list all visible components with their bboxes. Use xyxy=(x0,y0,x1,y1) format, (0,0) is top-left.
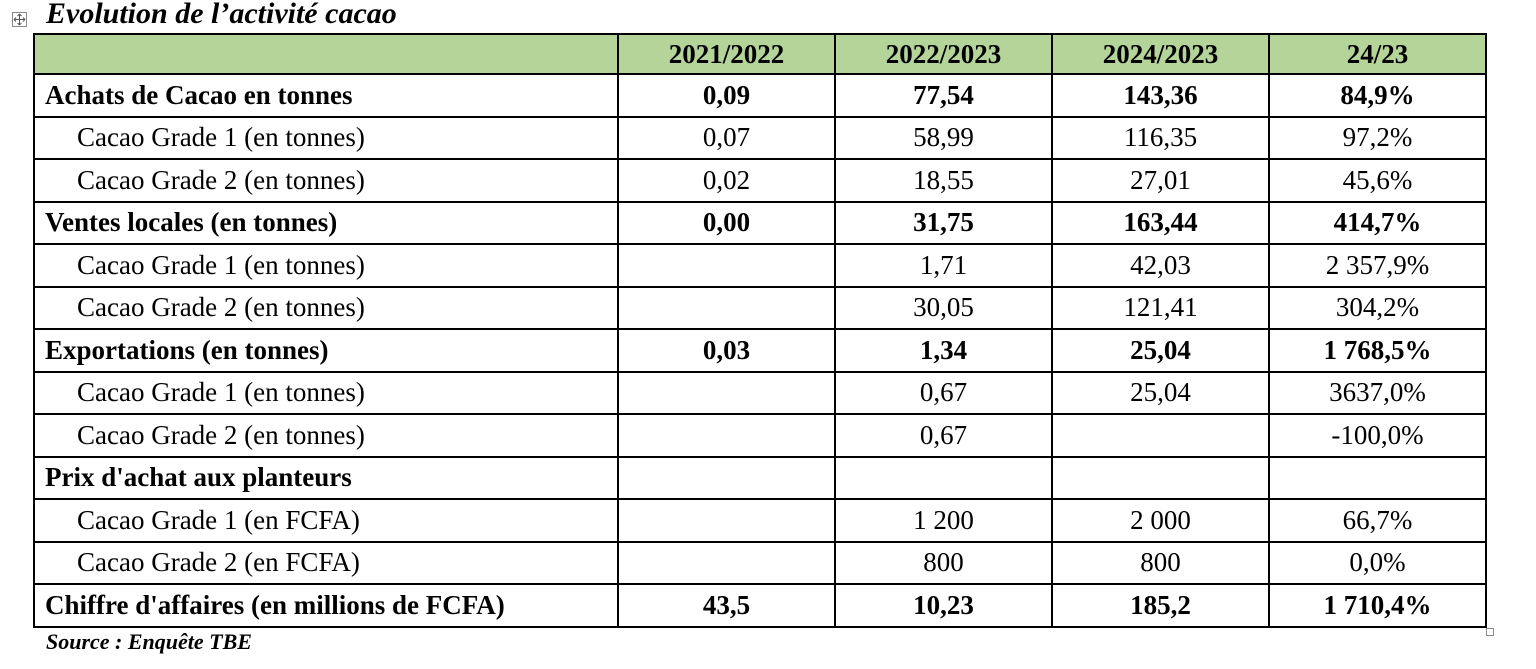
cell: 58,99 xyxy=(834,115,1053,160)
cell xyxy=(617,498,836,543)
row-label: Chiffre d'affaires (en millions de FCFA) xyxy=(33,583,619,628)
cell: 30,05 xyxy=(834,285,1053,330)
cell: 0,67 xyxy=(834,413,1053,458)
row-label: Cacao Grade 2 (en tonnes) xyxy=(33,285,619,330)
cell: 163,44 xyxy=(1051,200,1270,245)
cell: 116,35 xyxy=(1051,115,1270,160)
group-row: Achats de Cacao en tonnes 0,09 77,54 143,36… xyxy=(33,73,1487,118)
cell: 3637,0% xyxy=(1268,370,1487,415)
title: Evolution de l’activité cacao xyxy=(46,0,397,30)
row-label: Prix d'achat aux planteurs xyxy=(33,455,619,500)
row-label: Cacao Grade 2 (en tonnes) xyxy=(33,158,619,203)
cell: 143,36 xyxy=(1051,73,1270,118)
cell: 42,03 xyxy=(1051,243,1270,288)
cell xyxy=(617,243,836,288)
item-row: Cacao Grade 1 (en tonnes) 1,71 42,03 2 357,… xyxy=(33,243,1487,288)
item-row: Cacao Grade 2 (en FCFA) 800 800 0,0% xyxy=(33,540,1487,585)
row-label: Cacao Grade 1 (en tonnes) xyxy=(33,370,619,415)
cell: 121,41 xyxy=(1051,285,1270,330)
cell: 97,2% xyxy=(1268,115,1487,160)
cell: -100,0% xyxy=(1268,413,1487,458)
item-row: Cacao Grade 2 (en tonnes) 0,02 18,55 27,01 4… xyxy=(33,158,1487,203)
cell: 414,7% xyxy=(1268,200,1487,245)
cell: 0,09 xyxy=(617,73,836,118)
cell xyxy=(617,370,836,415)
item-row: Cacao Grade 2 (en tonnes) 0,67 -100,0% xyxy=(33,413,1487,458)
cell: 185,2 xyxy=(1051,583,1270,628)
column-header: 2022/2023 xyxy=(834,33,1053,75)
group-row: Prix d'achat aux planteurs xyxy=(33,455,1487,500)
cell: 0,03 xyxy=(617,328,836,373)
row-label: Cacao Grade 1 (en tonnes) xyxy=(33,243,619,288)
cell xyxy=(834,455,1053,500)
cell xyxy=(617,413,836,458)
group-row: Chiffre d'affaires (en millions de FCFA)… xyxy=(33,583,1487,628)
cell: 84,9% xyxy=(1268,73,1487,118)
cell: 0,67 xyxy=(834,370,1053,415)
cell: 0,07 xyxy=(617,115,836,160)
header-row: 2021/2022 2022/2023 2024/2023 24/23 xyxy=(33,33,1487,75)
cell: 66,7% xyxy=(1268,498,1487,543)
cell xyxy=(1268,455,1487,500)
cell: 25,04 xyxy=(1051,370,1270,415)
row-label: Ventes locales (en tonnes) xyxy=(33,200,619,245)
cell: 0,0% xyxy=(1268,540,1487,585)
row-label: Cacao Grade 2 (en FCFA) xyxy=(33,540,619,585)
cell: 18,55 xyxy=(834,158,1053,203)
column-header: 2021/2022 xyxy=(617,33,836,75)
cell: 0,00 xyxy=(617,200,836,245)
cell: 10,23 xyxy=(834,583,1053,628)
item-row: Cacao Grade 2 (en tonnes) 30,05 121,41 304,… xyxy=(33,285,1487,330)
item-row: Cacao Grade 1 (en tonnes) 0,67 25,04 3637,0… xyxy=(33,370,1487,415)
cell: 27,01 xyxy=(1051,158,1270,203)
cell: 2 357,9% xyxy=(1268,243,1487,288)
cell: 77,54 xyxy=(834,73,1053,118)
row-label: Achats de Cacao en tonnes xyxy=(33,73,619,118)
cell: 43,5 xyxy=(617,583,836,628)
data-table: 2021/2022 2022/2023 2024/2023 24/23 Achats … xyxy=(33,33,1487,628)
cell xyxy=(1051,455,1270,500)
move-icon xyxy=(13,13,26,26)
cell: 304,2% xyxy=(1268,285,1487,330)
cell: 2 000 xyxy=(1051,498,1270,543)
cell: 25,04 xyxy=(1051,328,1270,373)
group-row: Ventes locales (en tonnes) 0,00 31,75 163,4… xyxy=(33,200,1487,245)
cell: 0,02 xyxy=(617,158,836,203)
cell: 1,71 xyxy=(834,243,1053,288)
row-label: Exportations (en tonnes) xyxy=(33,328,619,373)
row-label: Cacao Grade 1 (en FCFA) xyxy=(33,498,619,543)
cell: 800 xyxy=(834,540,1053,585)
item-row: Cacao Grade 1 (en FCFA) 1 200 2 000 66,7% xyxy=(33,498,1487,543)
row-label: Cacao Grade 1 (en tonnes) xyxy=(33,115,619,160)
source: Source : Enquête TBE xyxy=(46,629,252,654)
cell xyxy=(617,455,836,500)
cell: 1 768,5% xyxy=(1268,328,1487,373)
column-header: 24/23 xyxy=(1268,33,1487,75)
cell xyxy=(1051,413,1270,458)
cell: 1,34 xyxy=(834,328,1053,373)
cell xyxy=(617,285,836,330)
cell: 31,75 xyxy=(834,200,1053,245)
cell: 45,6% xyxy=(1268,158,1487,203)
header-cell xyxy=(33,33,619,75)
row-label: Cacao Grade 2 (en tonnes) xyxy=(33,413,619,458)
group-row: Exportations (en tonnes) 0,03 1,34 25,04 1 7… xyxy=(33,328,1487,373)
cell: 1 710,4% xyxy=(1268,583,1487,628)
table-resize-handle[interactable] xyxy=(1486,628,1494,636)
cell: 800 xyxy=(1051,540,1270,585)
table-move-handle[interactable] xyxy=(12,12,27,27)
column-header: 2024/2023 xyxy=(1051,33,1270,75)
item-row: Cacao Grade 1 (en tonnes) 0,07 58,99 116,35… xyxy=(33,115,1487,160)
cell: 1 200 xyxy=(834,498,1053,543)
cell xyxy=(617,540,836,585)
